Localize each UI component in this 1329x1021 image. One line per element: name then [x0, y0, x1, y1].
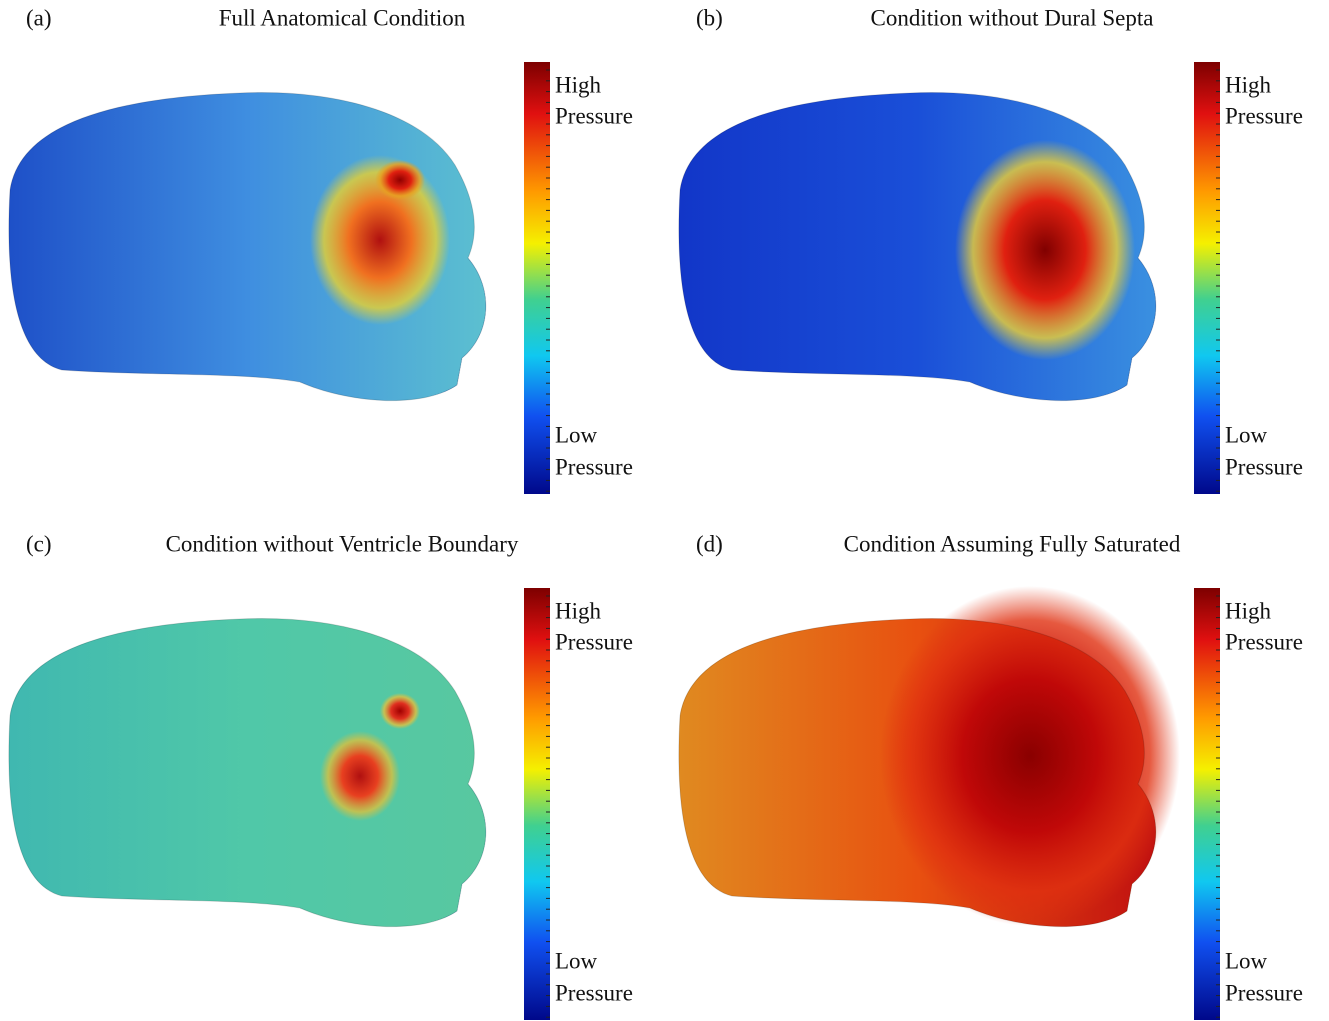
- colorbar-high: Pressure: [1225, 629, 1303, 654]
- colorbar: [524, 62, 550, 494]
- colorbar-high: Pressure: [1225, 103, 1303, 128]
- colorbar: [524, 588, 550, 1020]
- panel-title: Condition without Dural Septa: [870, 5, 1153, 30]
- colorbar-low: Pressure: [555, 454, 633, 479]
- colorbar-low: Low: [1225, 422, 1268, 447]
- panel-label: (c): [26, 531, 52, 556]
- colorbar-high: Pressure: [555, 103, 633, 128]
- pressure-region: [380, 693, 420, 729]
- colorbar-high: High: [1225, 598, 1272, 623]
- panel-title: Condition Assuming Fully Saturated: [844, 531, 1181, 556]
- panel: (c) Condition without Ventricle Boundary H…: [9, 531, 633, 1020]
- colorbar-high: High: [1225, 72, 1272, 97]
- colorbar-low: Pressure: [555, 980, 633, 1005]
- pressure-region: [375, 160, 425, 200]
- panel-title: Condition without Ventricle Boundary: [166, 531, 519, 556]
- brain-surface: [9, 619, 486, 927]
- colorbar-high: High: [555, 72, 602, 97]
- colorbar-low: Pressure: [1225, 980, 1303, 1005]
- panel-label: (a): [26, 5, 52, 30]
- figure: (a) Full Anatomical Condition High Pressure…: [0, 0, 1329, 1021]
- pressure-region: [320, 731, 400, 821]
- colorbar-high: High: [555, 598, 602, 623]
- panel: (d) Condition Assuming Fully Saturated Hig…: [679, 531, 1303, 1020]
- panel: (a) Full Anatomical Condition High Pressure…: [9, 5, 633, 494]
- colorbar-low: Low: [1225, 948, 1268, 973]
- panel-label: (b): [696, 5, 723, 30]
- pressure-region: [955, 140, 1135, 360]
- panel-label: (d): [696, 531, 723, 556]
- colorbar-low: Low: [555, 948, 598, 973]
- panel: (b) Condition without Dural Septa High Pres…: [679, 5, 1303, 494]
- colorbar: [1194, 62, 1220, 494]
- pressure-region: [880, 586, 1180, 926]
- colorbar-low: Pressure: [1225, 454, 1303, 479]
- colorbar-low: Low: [555, 422, 598, 447]
- panel-title: Full Anatomical Condition: [219, 5, 466, 30]
- colorbar-high: Pressure: [555, 629, 633, 654]
- colorbar: [1194, 588, 1220, 1020]
